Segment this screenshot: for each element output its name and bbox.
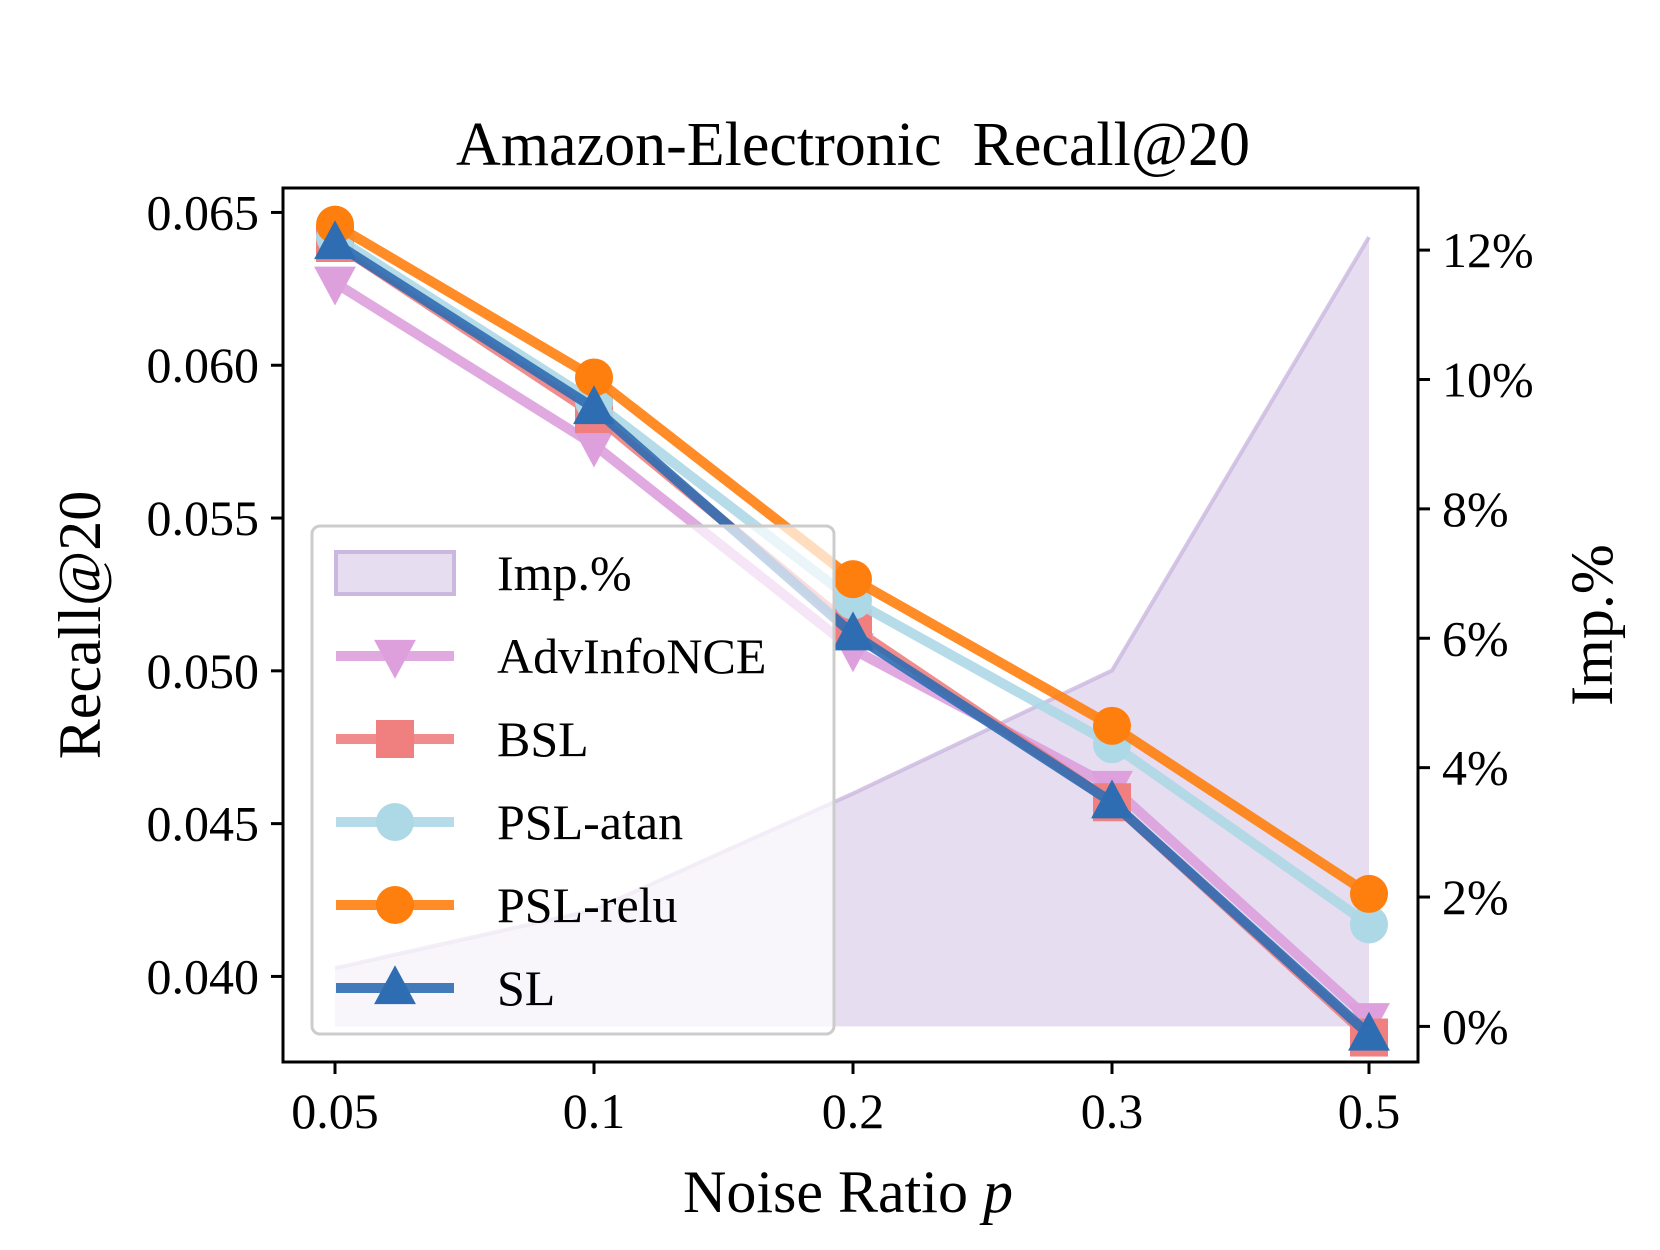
legend-label-bsl: BSL — [497, 711, 589, 767]
y-axis-title: Recall@20 — [47, 491, 113, 760]
series-sl — [314, 220, 1390, 1051]
point-psl-relu-0.3 — [1093, 706, 1131, 745]
y-tick-label-0.050: 0.050 — [147, 643, 260, 699]
axis-ticks: 0.05 0.1 0.2 0.3 0.5 0.040 0.045 0.050 0.055 0.06… — [147, 184, 1534, 1139]
y2-tick-label-0: 0% — [1442, 998, 1509, 1054]
legend: Imp.% AdvInfoNCE BSL PSL-atan PSL-relu SL — [310, 524, 836, 1036]
point-advinfonce-0.1 — [573, 428, 615, 468]
legend-swatch-imp — [334, 550, 456, 596]
x-axis-title: Noise Ratio p — [683, 1159, 1013, 1225]
legend-marker-psl-relu — [376, 886, 414, 924]
point-sl-0.05 — [314, 220, 356, 260]
y-tick-label-0.055: 0.055 — [147, 490, 260, 546]
legend-label-psl-atan: PSL-atan — [497, 794, 683, 850]
legend-entry-sl: SL — [336, 960, 555, 1016]
legend-marker-bsl — [376, 720, 414, 758]
plot-frame — [281, 186, 1420, 1064]
y-tick-label-0.065: 0.065 — [147, 184, 260, 240]
series-psl-relu — [316, 205, 1388, 913]
legend-entry-bsl: BSL — [336, 711, 589, 767]
x-tick-label-0.05: 0.05 — [291, 1083, 379, 1139]
y2-tick-label-8: 8% — [1442, 481, 1509, 537]
y2-tick-label-10: 10% — [1442, 351, 1534, 407]
legend-label-advinfonce: AdvInfoNCE — [497, 628, 766, 684]
point-sl-0.2 — [832, 611, 874, 651]
y2-tick-label-4: 4% — [1442, 740, 1509, 796]
legend-entry-psl-atan: PSL-atan — [336, 794, 683, 850]
y-tick-label-0.045: 0.045 — [147, 796, 260, 852]
x-axis-title-text: Noise Ratio — [683, 1159, 968, 1225]
point-sl-0.1 — [573, 385, 615, 425]
y-tick-label-0.060: 0.060 — [147, 337, 260, 393]
legend-label-sl: SL — [497, 960, 555, 1016]
legend-entry-imp: Imp.% — [334, 545, 632, 601]
y2-tick-label-6: 6% — [1442, 610, 1509, 666]
x-tick-label-0.5: 0.5 — [1338, 1083, 1401, 1139]
improvement-area — [335, 237, 1369, 1027]
x-tick-label-0.3: 0.3 — [1081, 1083, 1144, 1139]
x-tick-label-0.2: 0.2 — [822, 1083, 885, 1139]
legend-label-imp: Imp.% — [497, 545, 632, 601]
point-psl-atan-0.5 — [1350, 905, 1388, 944]
x-axis-variable: p — [979, 1159, 1013, 1225]
legend-marker-psl-atan — [376, 803, 414, 841]
axes-frame — [281, 186, 1420, 1064]
point-sl-0.5 — [1348, 1011, 1390, 1051]
point-psl-relu-0.2 — [834, 560, 872, 599]
legend-box — [310, 524, 836, 1036]
legend-marker-advinfonce — [374, 639, 416, 679]
point-psl-relu-0.1 — [575, 358, 613, 397]
series-lines-layer — [314, 205, 1390, 1057]
point-advinfonce-0.05 — [314, 266, 356, 306]
y-tick-label-0.040: 0.040 — [147, 948, 260, 1004]
chart-title: Amazon-Electronic Recall@20 — [456, 111, 1250, 179]
point-psl-relu-0.5 — [1350, 874, 1388, 913]
legend-marker-sl — [374, 965, 416, 1005]
legend-label-psl-relu: PSL-relu — [497, 877, 678, 933]
y2-axis-title: Imp.% — [1559, 544, 1625, 706]
y2-tick-label-2: 2% — [1442, 869, 1509, 925]
y2-tick-label-12: 12% — [1442, 222, 1534, 278]
x-tick-label-0.1: 0.1 — [563, 1083, 626, 1139]
point-sl-0.3 — [1091, 779, 1133, 819]
legend-entry-advinfonce: AdvInfoNCE — [336, 628, 766, 684]
legend-entry-psl-relu: PSL-relu — [336, 877, 678, 933]
